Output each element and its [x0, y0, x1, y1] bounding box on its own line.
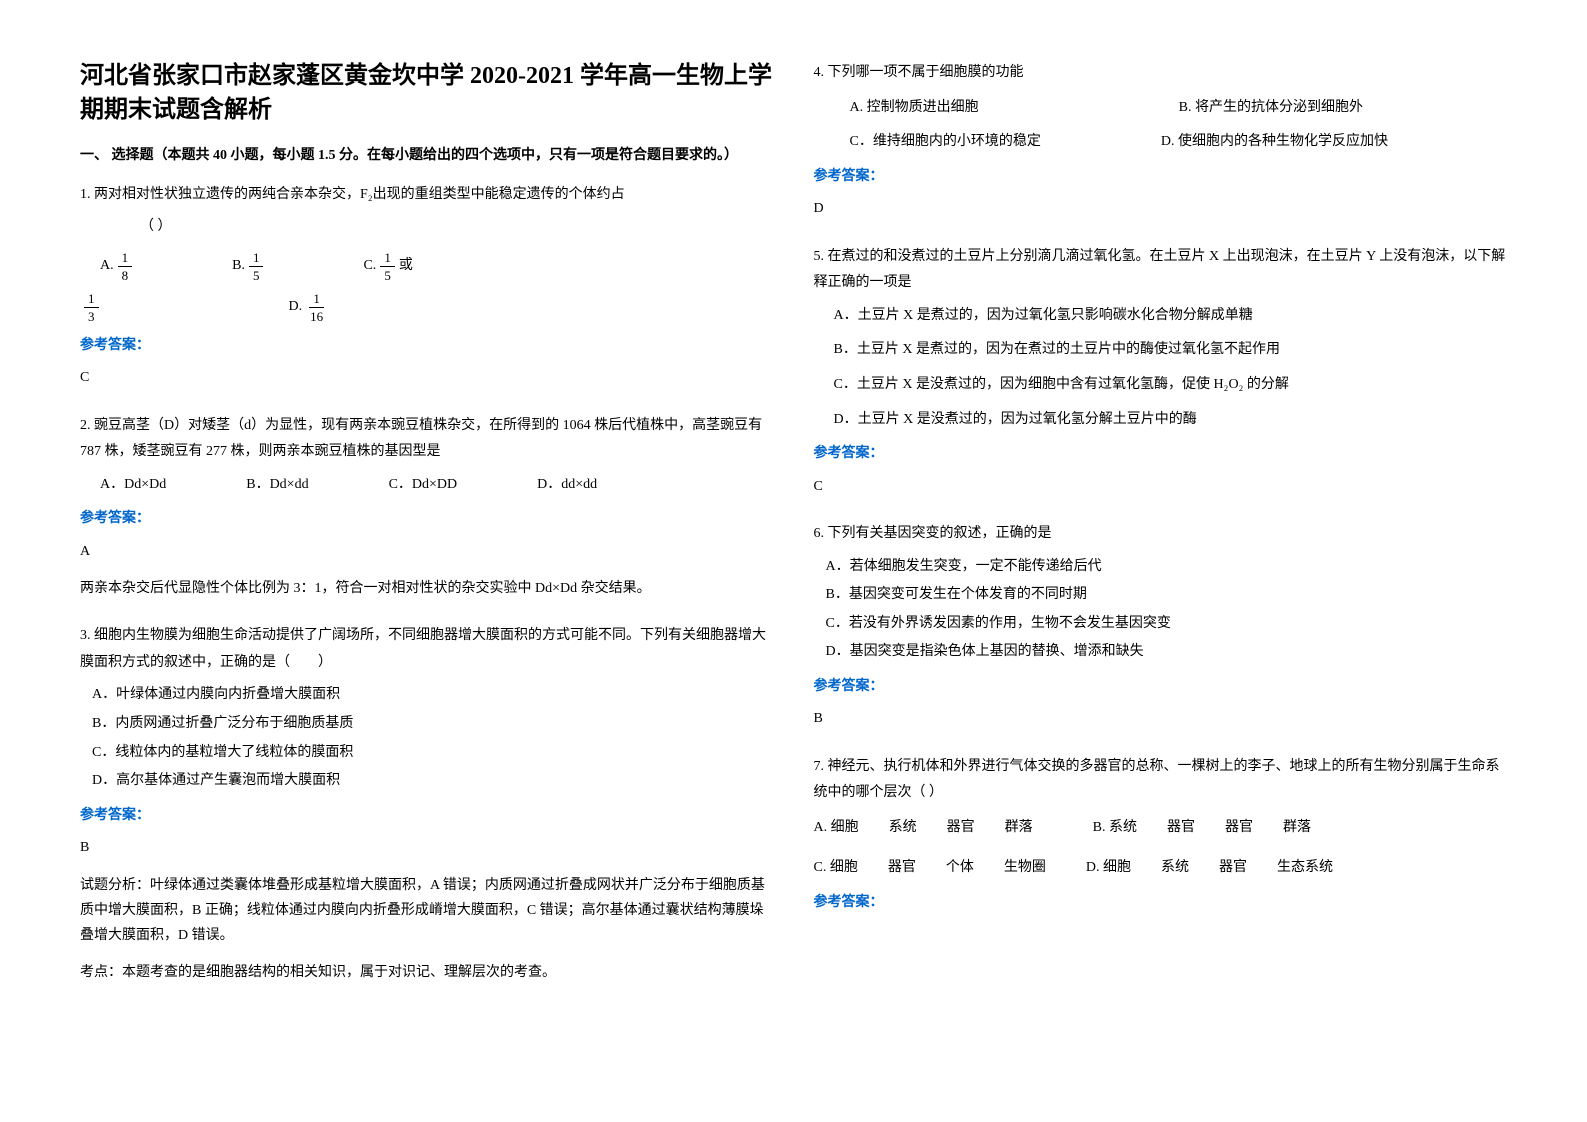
q2-opt-c: C．Dd×DD: [389, 472, 458, 499]
q1-opt-b: B. 1 5: [232, 251, 263, 282]
q7-b3: 群落: [1283, 815, 1311, 842]
q7-c3: 生物圈: [1004, 855, 1046, 882]
q4-text: 4. 下列哪一项不属于细胞膜的功能: [814, 60, 1508, 87]
left-column: 河北省张家口市赵家蓬区黄金坎中学 2020-2021 学年高一生物上学期期末试题…: [80, 60, 774, 1062]
document-title: 河北省张家口市赵家蓬区黄金坎中学 2020-2021 学年高一生物上学期期末试题…: [80, 60, 774, 127]
answer-label: 参考答案：: [814, 890, 1508, 917]
q4-opt-d: D. 使细胞内的各种生物化学反应加快: [1161, 129, 1388, 156]
q4-opt-b: B. 将产生的抗体分泌到细胞外: [1179, 95, 1363, 122]
q7-options: A. 细胞 系统 器官 群落 B. 系统 器官 器官 群落 C. 细胞 器官 个…: [814, 815, 1508, 882]
q7-text: 7. 神经元、执行机体和外界进行气体交换的多器官的总称、一棵树上的李子、地球上的…: [814, 754, 1508, 807]
q3-opt-d: D．高尔基体通过产生囊泡而增大膜面积: [80, 768, 774, 795]
q6-opt-d: D．基因突变是指染色体上基因的替换、增添和缺失: [814, 639, 1508, 666]
q1-text: 1. 两对相对性状独立遗传的两纯合亲本杂交，F₂出现的重组类型中能稳定遗传的个体…: [80, 182, 774, 209]
q1-opt-c: C. 1 5 或: [363, 251, 412, 282]
q6-text: 6. 下列有关基因突变的叙述，正确的是: [814, 521, 1508, 548]
q1-opt-a: A. 1 8: [100, 251, 132, 282]
q2-opt-b: B．Dd×dd: [246, 472, 308, 499]
q6-opt-b: B．基因突变可发生在个体发育的不同时期: [814, 582, 1508, 609]
q1-options-row2: 1 3 D. 1 16: [80, 292, 774, 323]
q7-b2: 器官: [1225, 815, 1253, 842]
fraction: 1 5: [249, 251, 264, 282]
q1-opt-d: D. 1 16: [289, 292, 328, 323]
q4-opt-c: C．维持细胞内的小环境的稳定: [850, 129, 1041, 156]
q7-d3: 生态系统: [1277, 855, 1333, 882]
answer-label: 参考答案：: [814, 674, 1508, 701]
answer-label: 参考答案：: [814, 164, 1508, 191]
q2-opt-a: A．Dd×Dd: [100, 472, 166, 499]
q5-opt-c: C．土豆片 X 是没煮过的，因为细胞中含有过氧化氢酶，促使 H₂O₂ 的分解: [814, 372, 1508, 399]
fraction: 1 5: [380, 251, 395, 282]
q4-opts-row1: A. 控制物质进出细胞 B. 将产生的抗体分泌到细胞外: [814, 95, 1508, 122]
q5-opt-d: D．土豆片 X 是没煮过的，因为过氧化氢分解土豆片中的酶: [814, 407, 1508, 434]
q5-opt-b: B．土豆片 X 是煮过的，因为在煮过的土豆片中的酶使过氧化氢不起作用: [814, 337, 1508, 364]
q7-a0: A. 细胞: [814, 815, 859, 842]
answer-label: 参考答案：: [80, 803, 774, 830]
q1-options-row1: A. 1 8 B. 1 5 C. 1 5 或: [80, 251, 774, 282]
fraction: 1 3: [84, 292, 99, 323]
q4-opt-a: A. 控制物质进出细胞: [850, 95, 979, 122]
q3-opt-a: A．叶绿体通过内膜向内折叠增大膜面积: [80, 682, 774, 709]
q7-c2: 个体: [946, 855, 974, 882]
question-2: 2. 豌豆高茎（D）对矮茎（d）为显性，现有两亲本豌豆植株杂交，在所得到的 10…: [80, 413, 774, 614]
fraction: 1 8: [118, 251, 133, 282]
answer-label: 参考答案：: [80, 333, 774, 360]
answer-label: 参考答案：: [814, 441, 1508, 468]
q7-c1: 器官: [888, 855, 916, 882]
question-6: 6. 下列有关基因突变的叙述，正确的是 A．若体细胞发生突变，一定不能传递给后代…: [814, 521, 1508, 744]
q2-answer: A: [80, 539, 774, 564]
q2-opt-d: D．dd×dd: [537, 472, 597, 499]
q5-answer: C: [814, 474, 1508, 499]
q3-opt-b: B．内质网通过折叠广泛分布于细胞质基质: [80, 711, 774, 738]
q1-paren: （ ）: [140, 214, 774, 241]
q2-text: 2. 豌豆高茎（D）对矮茎（d）为显性，现有两亲本豌豆植株杂交，在所得到的 10…: [80, 413, 774, 466]
q3-testpoint: 考点：本题考查的是细胞器结构的相关知识，属于对识记、理解层次的考查。: [80, 960, 774, 985]
q1-opt-c2: 1 3: [84, 292, 99, 323]
q7-d1: 系统: [1161, 855, 1189, 882]
q3-text: 3. 细胞内生物膜为细胞生命活动提供了广阔场所，不同细胞器增大膜面积的方式可能不…: [80, 623, 774, 676]
q6-opt-a: A．若体细胞发生突变，一定不能传递给后代: [814, 554, 1508, 581]
q3-opt-c: C．线粒体内的基粒增大了线粒体的膜面积: [80, 740, 774, 767]
question-4: 4. 下列哪一项不属于细胞膜的功能 A. 控制物质进出细胞 B. 将产生的抗体分…: [814, 60, 1508, 234]
right-column: 4. 下列哪一项不属于细胞膜的功能 A. 控制物质进出细胞 B. 将产生的抗体分…: [814, 60, 1508, 1062]
q2-options: A．Dd×Dd B．Dd×dd C．Dd×DD D．dd×dd: [80, 472, 774, 499]
q6-answer: B: [814, 706, 1508, 731]
q7-a2: 器官: [947, 815, 975, 842]
q7-a3: 群落: [1005, 815, 1033, 842]
q7-d2: 器官: [1219, 855, 1247, 882]
q7-b1: 器官: [1167, 815, 1195, 842]
question-7: 7. 神经元、执行机体和外界进行气体交换的多器官的总称、一棵树上的李子、地球上的…: [814, 754, 1508, 923]
q7-d0: D. 细胞: [1086, 855, 1131, 882]
q7-a1: 系统: [889, 815, 917, 842]
q7-c0: C. 细胞: [814, 855, 858, 882]
question-1: 1. 两对相对性状独立遗传的两纯合亲本杂交，F₂出现的重组类型中能稳定遗传的个体…: [80, 182, 774, 403]
q2-explanation: 两亲本杂交后代显隐性个体比例为 3：1，符合一对相对性状的杂交实验中 Dd×Dd…: [80, 576, 774, 601]
question-5: 5. 在煮过的和没煮过的土豆片上分别滴几滴过氧化氢。在土豆片 X 上出现泡沫，在…: [814, 244, 1508, 511]
q5-text: 5. 在煮过的和没煮过的土豆片上分别滴几滴过氧化氢。在土豆片 X 上出现泡沫，在…: [814, 244, 1508, 297]
section-header: 一、 选择题（本题共 40 小题，每小题 1.5 分。在每小题给出的四个选项中，…: [80, 145, 774, 167]
q3-answer: B: [80, 835, 774, 860]
q5-opt-a: A．土豆片 X 是煮过的，因为过氧化氢只影响碳水化合物分解成单糖: [814, 303, 1508, 330]
q1-answer: C: [80, 365, 774, 390]
q3-analysis: 试题分析：叶绿体通过类囊体堆叠形成基粒增大膜面积，A 错误；内质网通过折叠成网状…: [80, 873, 774, 949]
q4-answer: D: [814, 196, 1508, 221]
q7-b0: B. 系统: [1093, 815, 1137, 842]
q4-opts-row2: C．维持细胞内的小环境的稳定 D. 使细胞内的各种生物化学反应加快: [814, 129, 1508, 156]
question-3: 3. 细胞内生物膜为细胞生命活动提供了广阔场所，不同细胞器增大膜面积的方式可能不…: [80, 623, 774, 997]
q6-opt-c: C．若没有外界诱发因素的作用，生物不会发生基因突变: [814, 611, 1508, 638]
q7-row2: C. 细胞 器官 个体 生物圈 D. 细胞 系统 器官 生态系统: [814, 855, 1508, 882]
answer-label: 参考答案：: [80, 506, 774, 533]
q7-row1: A. 细胞 系统 器官 群落 B. 系统 器官 器官 群落: [814, 815, 1508, 842]
fraction: 1 16: [306, 292, 327, 323]
